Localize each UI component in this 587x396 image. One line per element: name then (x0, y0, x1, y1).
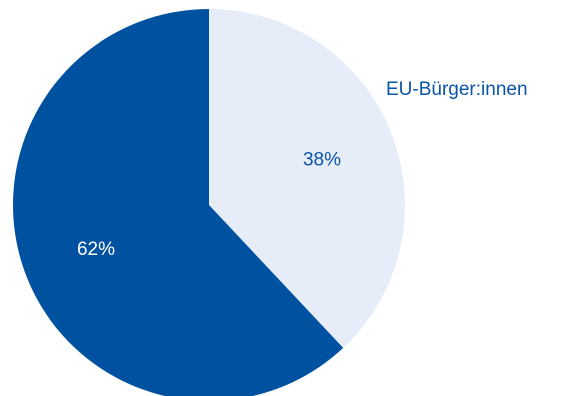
pie-slice-62-percent (13, 9, 344, 396)
legend-label-eu-buerger-innen: EU-Bürger:innen (386, 79, 528, 100)
pie-slice-38-percent (209, 9, 405, 348)
pie-slices (13, 9, 405, 396)
slice-label-62-percent: 62% (77, 239, 115, 260)
slice-labels: 38% 62% (77, 149, 341, 259)
slice-label-38-percent: 38% (303, 149, 341, 170)
